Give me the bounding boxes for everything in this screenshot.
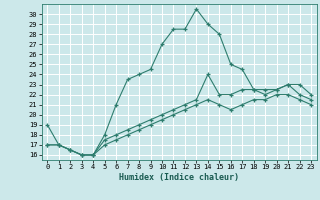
- X-axis label: Humidex (Indice chaleur): Humidex (Indice chaleur): [119, 173, 239, 182]
